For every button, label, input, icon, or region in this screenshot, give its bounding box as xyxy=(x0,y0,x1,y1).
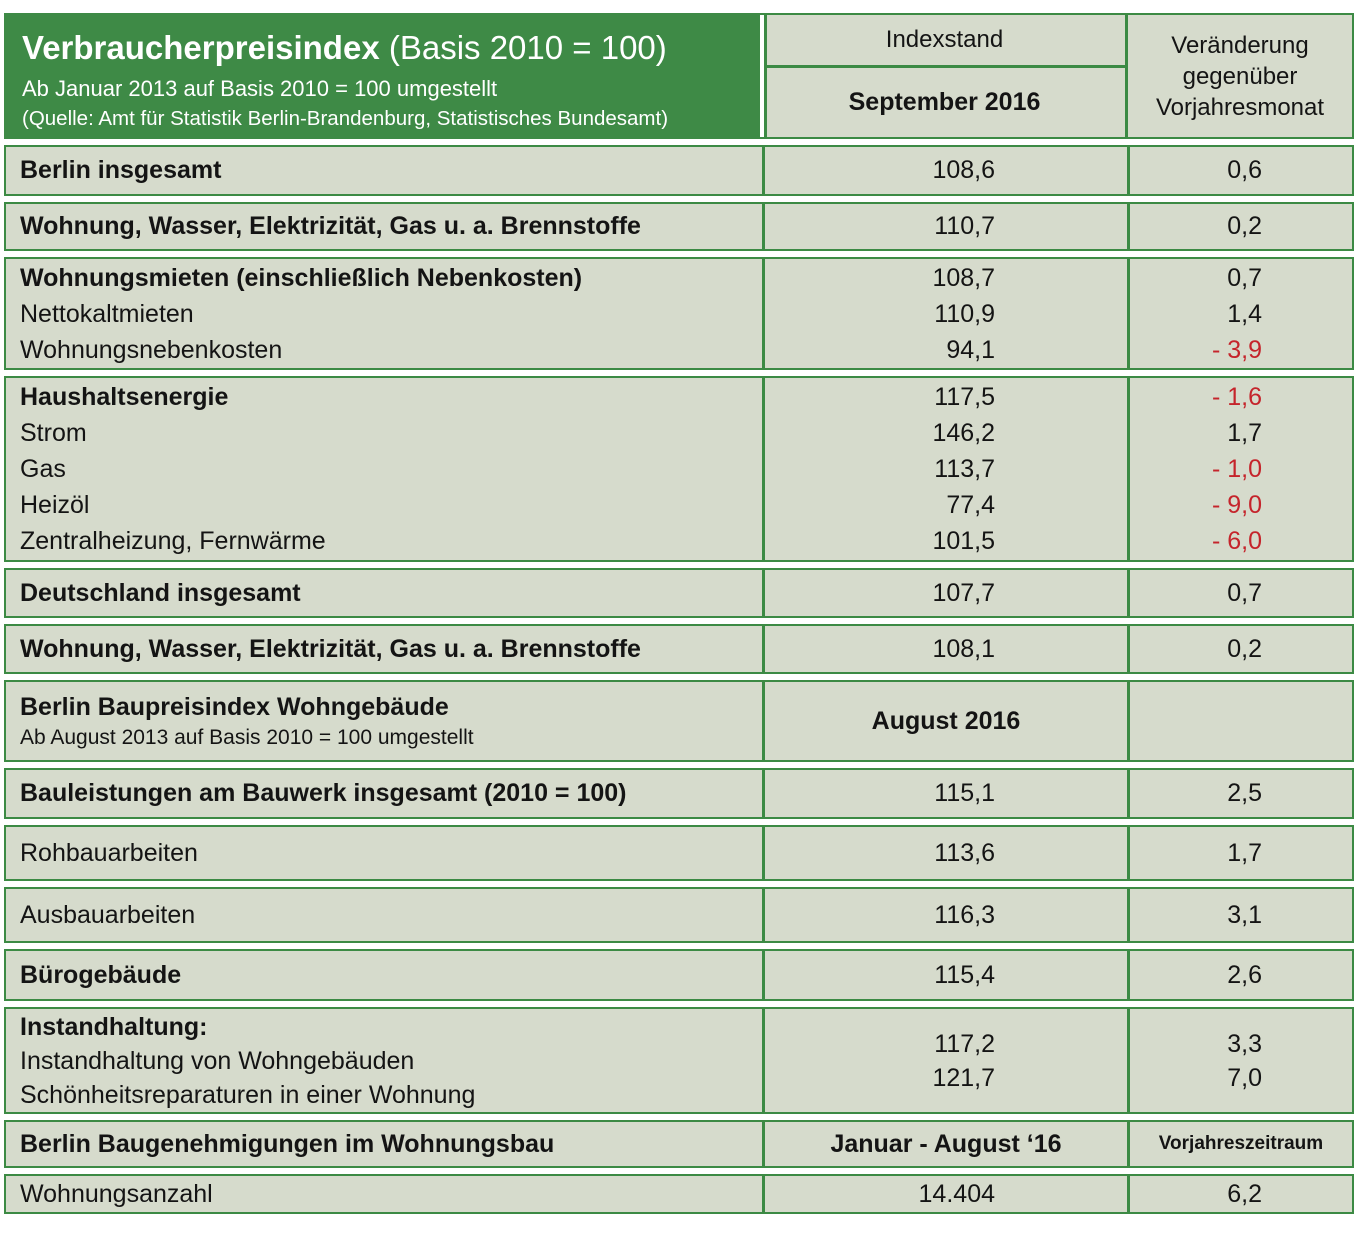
table-row: Ausbauarbeiten 116,3 3,1 xyxy=(4,887,1354,943)
table-title-basis: (Basis 2010 = 100) xyxy=(379,29,667,66)
section-title: Berlin Baupreisindex Wohngebäude xyxy=(20,692,449,721)
index-value: 113,7 xyxy=(934,455,995,483)
index-value: 113,6 xyxy=(934,838,995,867)
change-value: 1,4 xyxy=(1227,299,1262,328)
change-value: 7,0 xyxy=(1227,1063,1262,1092)
row-label: Zentralheizung, Fernwärme xyxy=(20,527,326,555)
row-label: Wohnung, Wasser, Elektrizität, Gas u. a.… xyxy=(20,634,641,663)
index-value: 117,5 xyxy=(934,383,995,411)
row-label: Ausbauarbeiten xyxy=(20,900,196,929)
index-value: 108,6 xyxy=(932,156,995,184)
row-label: Haushaltsenergie xyxy=(20,383,229,411)
row-label: Instandhaltung von Wohngebäuden xyxy=(20,1046,415,1075)
table-row: Rohbauarbeiten 113,6 1,7 xyxy=(4,825,1354,881)
index-value: 14.404 xyxy=(918,1179,995,1208)
row-label: Instandhaltung: xyxy=(20,1012,208,1041)
index-value: 115,4 xyxy=(934,960,995,989)
index-value: 101,5 xyxy=(932,527,995,555)
change-column-subheader: Vorjahreszeitraum xyxy=(1158,1133,1324,1154)
change-value-negative: - 9,0 xyxy=(1211,491,1262,519)
change-value-negative: - 1,6 xyxy=(1211,383,1262,411)
row-label: Wohnungsanzahl xyxy=(20,1179,213,1208)
table-row: Bauleistungen am Bauwerk insgesamt (2010… xyxy=(4,768,1354,819)
row-label: Gas xyxy=(20,455,66,483)
table-title: Verbraucherpreisindex (Basis 2010 = 100) xyxy=(22,27,758,69)
col-header-period: September 2016 xyxy=(848,88,1041,116)
row-label: Bürogebäude xyxy=(20,960,182,989)
change-value: 3,1 xyxy=(1227,900,1262,929)
table-group-row: Haushaltsenergie Strom Gas Heizöl Zentra… xyxy=(4,376,1354,562)
col-header-indexstand: Indexstand xyxy=(764,15,1125,68)
change-value-negative: - 6,0 xyxy=(1211,527,1262,555)
table-row: Wohnung, Wasser, Elektrizität, Gas u. a.… xyxy=(4,202,1354,251)
index-value: 108,7 xyxy=(932,263,995,292)
change-value: 0,6 xyxy=(1227,156,1262,184)
row-label: Heizöl xyxy=(20,491,90,519)
table-row: Deutschland insgesamt 107,7 0,7 xyxy=(4,568,1354,618)
row-label: Schönheitsreparaturen in einer Wohnung xyxy=(20,1080,476,1109)
change-value: 1,7 xyxy=(1227,419,1262,447)
table-source: (Quelle: Amt für Statistik Berlin-Brande… xyxy=(22,107,669,130)
table-subtitle: Ab Januar 2013 auf Basis 2010 = 100 umge… xyxy=(22,76,498,101)
change-value: 3,3 xyxy=(1227,1029,1262,1058)
index-value: 108,1 xyxy=(932,634,995,663)
verbraucherpreisindex-table: Verbraucherpreisindex (Basis 2010 = 100)… xyxy=(4,13,1354,1214)
change-value: 2,5 xyxy=(1227,779,1262,807)
table-row: Bürogebäude 115,4 2,6 xyxy=(4,949,1354,1001)
section-period: August 2016 xyxy=(871,706,1021,735)
change-value: 1,7 xyxy=(1227,838,1262,867)
table-group-row: Wohnungsmieten (einschließlich Nebenkost… xyxy=(4,257,1354,370)
row-label: Wohnung, Wasser, Elektrizität, Gas u. a.… xyxy=(20,212,641,240)
table-row: Berlin insgesamt 108,6 0,6 xyxy=(4,145,1354,196)
change-value: 0,2 xyxy=(1227,634,1262,663)
row-label: Strom xyxy=(20,419,87,447)
header-panel: Verbraucherpreisindex (Basis 2010 = 100)… xyxy=(4,13,760,139)
index-value: 110,9 xyxy=(934,299,995,328)
index-value: 77,4 xyxy=(946,491,995,519)
row-label: Bauleistungen am Bauwerk insgesamt (2010… xyxy=(20,779,627,807)
change-value: 0,7 xyxy=(1227,578,1262,607)
table-title-main: Verbraucherpreisindex xyxy=(22,29,380,66)
row-label: Nettokaltmieten xyxy=(20,299,194,328)
change-value-negative: - 3,9 xyxy=(1211,335,1262,364)
row-label: Rohbauarbeiten xyxy=(20,838,198,867)
row-label: Wohnungsnebenkosten xyxy=(20,335,283,364)
index-value: 115,1 xyxy=(934,779,995,807)
section-header-row: Berlin Baugenehmigungen im Wohnungsbau J… xyxy=(4,1120,1354,1168)
row-label: Deutschland insgesamt xyxy=(20,578,301,607)
table-header-row: Verbraucherpreisindex (Basis 2010 = 100)… xyxy=(4,13,1354,139)
change-value: 0,2 xyxy=(1227,212,1262,240)
row-label: Berlin insgesamt xyxy=(20,156,222,184)
index-value: 116,3 xyxy=(934,900,995,929)
change-value: 6,2 xyxy=(1227,1179,1262,1208)
section-header-row: Berlin Baupreisindex Wohngebäude Ab Augu… xyxy=(4,680,1354,762)
empty-cell xyxy=(1127,682,1352,760)
index-value: 110,7 xyxy=(934,212,995,240)
index-value: 146,2 xyxy=(932,419,995,447)
table-row: Wohnung, Wasser, Elektrizität, Gas u. a.… xyxy=(4,624,1354,674)
section-title: Berlin Baugenehmigungen im Wohnungsbau xyxy=(20,1129,555,1158)
change-value: 0,7 xyxy=(1227,263,1262,292)
index-value: 117,2 xyxy=(934,1029,995,1058)
row-label: Wohnungsmieten (einschließlich Nebenkost… xyxy=(20,263,583,292)
section-subtitle: Ab August 2013 auf Basis 2010 = 100 umge… xyxy=(20,725,474,749)
index-value: 121,7 xyxy=(932,1063,995,1092)
col-header-indexstand-group: Indexstand September 2016 xyxy=(760,15,1125,137)
index-value: 107,7 xyxy=(932,578,995,607)
table-row: Wohnungsanzahl 14.404 6,2 xyxy=(4,1174,1354,1214)
col-header-veraenderung: Veränderung gegenüber Vorjahresmonat xyxy=(1125,15,1352,137)
section-period: Januar - August ‘16 xyxy=(830,1129,1062,1158)
index-value: 94,1 xyxy=(946,335,995,364)
change-value: 2,6 xyxy=(1227,960,1262,989)
table-group-row: Instandhaltung: Instandhaltung von Wohng… xyxy=(4,1007,1354,1114)
change-value-negative: - 1,0 xyxy=(1211,455,1262,483)
